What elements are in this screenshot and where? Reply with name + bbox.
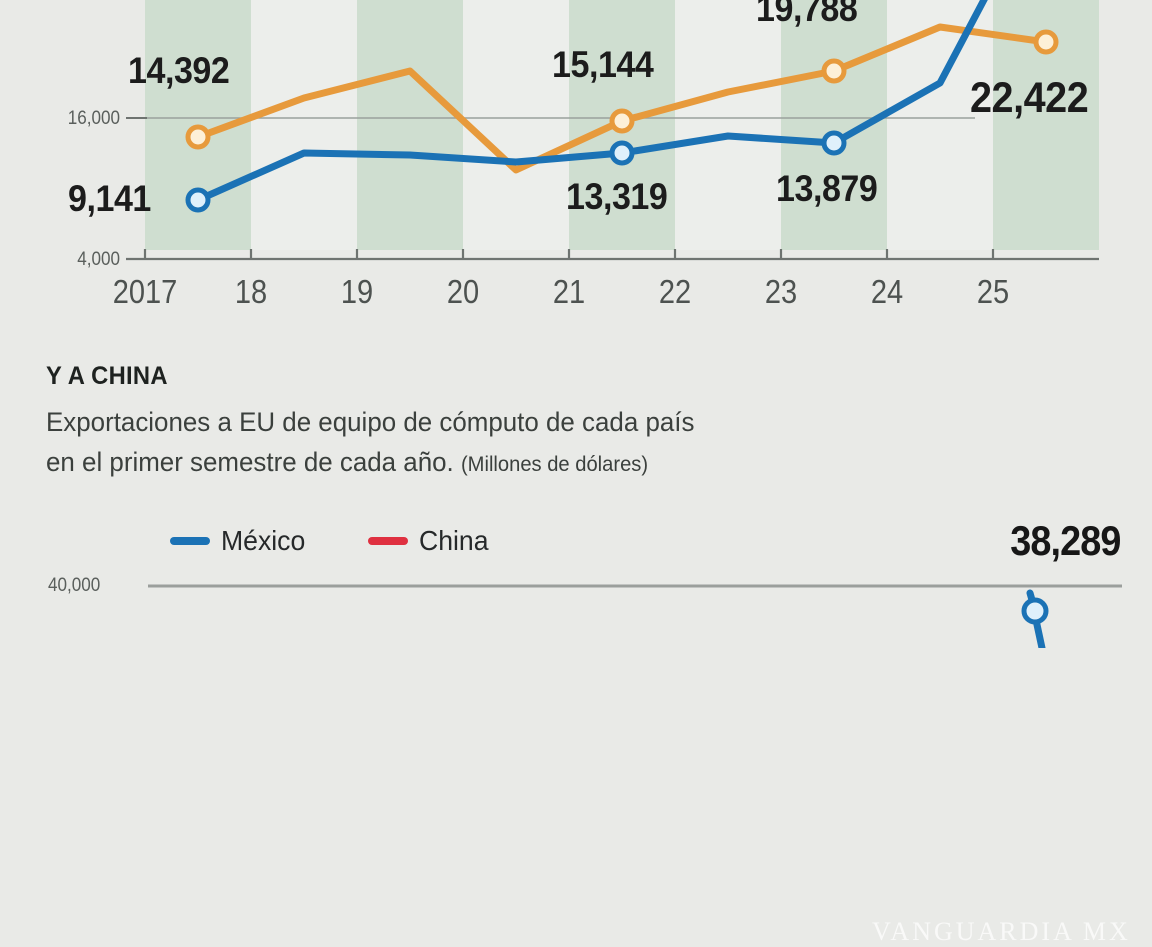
section-subtitle-line2: en el primer semestre de cada año. (Mill… <box>46 447 648 478</box>
x-tick-22: 22 <box>658 273 692 310</box>
bottom-marker-mexico <box>1021 597 1049 625</box>
x-tick-25: 25 <box>976 273 1010 310</box>
legend-item-mexico[interactable]: México <box>170 525 310 557</box>
x-tick-20: 20 <box>446 273 480 310</box>
bottom-chart-value-label: 38,289 <box>1009 517 1121 564</box>
x-tick-23: 23 <box>764 273 798 310</box>
chart-legend: México China <box>170 525 492 557</box>
section-heading: Y A CHINA <box>46 362 168 390</box>
x-tick-19: 19 <box>340 273 374 310</box>
vanguardia-watermark: VANGUARDIA MX <box>872 917 1131 946</box>
legend-swatch-china <box>367 537 408 545</box>
value-label-mexico-2023: 13,879 <box>776 168 878 209</box>
y-axis-label-top: 16,000 <box>67 108 120 129</box>
top-chart-svg <box>126 0 1099 261</box>
section-subtitle-line1: Exportaciones a EU de equipo de cómputo … <box>46 407 695 437</box>
top-chart-panel: 16,000 4,000 2017 18 19 20 21 22 23 24 2… <box>0 0 1152 325</box>
x-tick-2017: 2017 <box>112 273 178 310</box>
value-label-mexico-2021: 13,319 <box>566 176 668 217</box>
section-unit-note: (Millones de dólares) <box>460 453 649 476</box>
legend-label-china: China <box>418 525 489 556</box>
mexico-markers <box>185 130 847 213</box>
x-tick-21: 21 <box>552 273 586 310</box>
bottom-chart-svg <box>148 584 1122 648</box>
legend-swatch-mexico <box>170 537 210 545</box>
value-label-china-2017: 14,392 <box>128 50 230 91</box>
legend-label-mexico: México <box>221 525 306 556</box>
china-markers <box>185 29 1059 150</box>
x-axis-ticks <box>143 249 995 259</box>
section-subtitle-line2-text: en el primer semestre de cada año. <box>46 447 454 477</box>
bottom-chart-panel: Y A CHINA Exportaciones a EU de equipo d… <box>0 325 1152 946</box>
x-tick-24: 24 <box>870 273 904 310</box>
bottom-chart-y-axis-label: 40,000 <box>48 575 101 596</box>
value-label-china-2023: 19,788 <box>756 0 858 29</box>
value-label-china-2025: 22,422 <box>970 74 1089 122</box>
y-axis-label-bottom: 4,000 <box>77 249 120 270</box>
value-label-china-2021: 15,144 <box>552 44 654 85</box>
value-label-mexico-2017: 9,141 <box>68 178 151 219</box>
legend-item-china[interactable]: China <box>367 525 492 557</box>
x-tick-18: 18 <box>234 273 268 310</box>
